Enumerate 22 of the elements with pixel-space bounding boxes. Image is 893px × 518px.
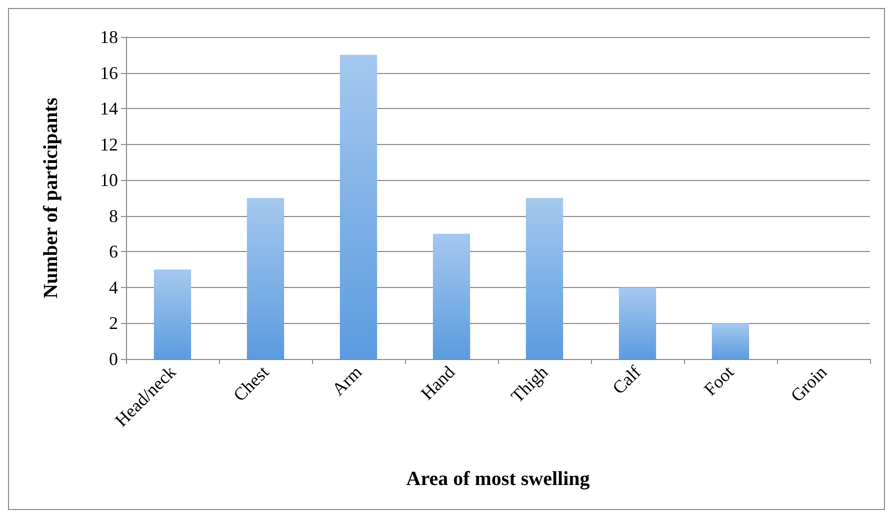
bar — [154, 270, 192, 359]
bar — [432, 234, 470, 359]
y-tick-label: 6 — [109, 242, 118, 262]
y-tick-label: 4 — [109, 277, 118, 298]
bar — [712, 323, 750, 359]
y-tick-label: 12 — [100, 134, 118, 154]
y-tick-label: 16 — [100, 62, 118, 83]
x-axis-title: Area of most swelling — [406, 468, 590, 490]
bar — [246, 198, 284, 359]
y-axis-title: Number of participants — [40, 97, 62, 298]
y-tick-label: 18 — [100, 27, 118, 47]
y-tick-label: 8 — [109, 206, 118, 226]
x-tick-label: Calf — [608, 362, 645, 398]
y-tick-label: 14 — [100, 98, 118, 119]
y-tick-label: 0 — [109, 349, 118, 369]
bar — [526, 198, 564, 359]
x-tick-label: Foot — [700, 362, 738, 400]
y-tick-label: 2 — [109, 313, 118, 334]
bar — [340, 54, 378, 359]
x-tick-label: Arm — [328, 362, 366, 400]
y-tick-label: 10 — [100, 170, 118, 190]
bar — [618, 287, 656, 359]
